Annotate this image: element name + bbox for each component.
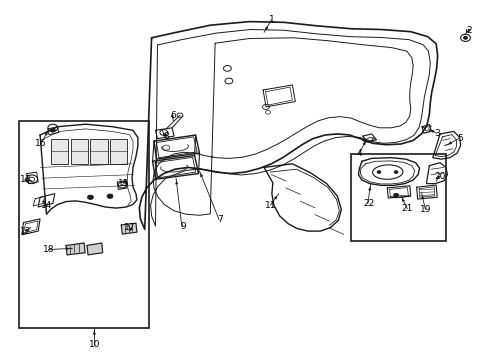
Text: 5: 5 [456, 134, 462, 143]
Polygon shape [66, 243, 85, 255]
Text: 22: 22 [363, 199, 374, 208]
Text: 21: 21 [401, 204, 412, 213]
Circle shape [87, 195, 93, 199]
Text: 14: 14 [41, 201, 52, 210]
Bar [51, 139, 68, 164]
Bar [110, 139, 127, 164]
Circle shape [393, 193, 398, 197]
Circle shape [393, 171, 397, 174]
Text: 9: 9 [180, 222, 186, 231]
Text: 15: 15 [118, 179, 129, 188]
Bar [19, 121, 149, 328]
Text: 6: 6 [170, 111, 176, 120]
Text: 2: 2 [466, 26, 471, 35]
Polygon shape [87, 243, 102, 255]
Bar [90, 139, 107, 164]
Circle shape [50, 129, 55, 132]
Text: 8: 8 [163, 132, 169, 141]
Text: 16: 16 [35, 139, 46, 148]
Text: 3: 3 [434, 129, 440, 138]
Bar [71, 139, 88, 164]
Text: 20: 20 [433, 172, 445, 181]
Text: 17: 17 [123, 223, 135, 232]
Text: 13: 13 [20, 175, 31, 184]
Text: 18: 18 [43, 245, 55, 254]
Text: 11: 11 [264, 201, 276, 210]
Circle shape [376, 171, 380, 174]
Text: 10: 10 [88, 341, 100, 349]
Text: 12: 12 [20, 227, 31, 236]
Text: 4: 4 [356, 149, 362, 158]
Circle shape [463, 36, 467, 39]
Polygon shape [121, 223, 137, 234]
Text: 19: 19 [419, 205, 430, 214]
Bar [350, 154, 445, 241]
Text: 1: 1 [268, 15, 274, 24]
Text: 7: 7 [217, 215, 223, 224]
Circle shape [107, 194, 113, 198]
